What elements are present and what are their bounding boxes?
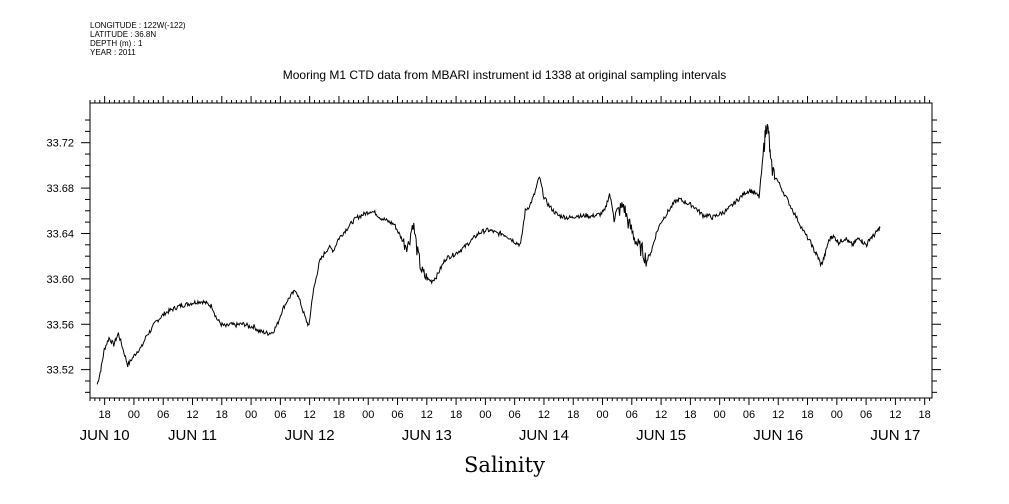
day-label: JUN 16	[753, 427, 803, 444]
x-tick-label: 12	[889, 409, 901, 421]
axis-ticks	[81, 96, 941, 405]
y-tick-label: 33.68	[46, 183, 74, 195]
day-label: JUN 12	[285, 427, 335, 444]
x-tick-label: 18	[801, 409, 813, 421]
x-tick-label: 00	[831, 409, 843, 421]
x-tick-label: 00	[714, 409, 726, 421]
x-tick-label: 06	[743, 409, 755, 421]
y-tick-label: 33.72	[46, 138, 74, 150]
y-tick-labels: 33.52 33.56 33.60 33.64 33.68 33.72	[46, 138, 74, 377]
x-tick-label: 12	[421, 409, 433, 421]
x-tick-label: 18	[450, 409, 462, 421]
day-label: JUN 13	[402, 427, 452, 444]
series-lines	[96, 124, 881, 385]
x-tick-label: 00	[128, 409, 140, 421]
x-tick-label: 18	[919, 409, 931, 421]
series-line-0	[96, 124, 881, 385]
x-tick-label: 18	[684, 409, 696, 421]
x-tick-label: 00	[479, 409, 491, 421]
plot-frame	[89, 102, 933, 399]
day-label: JUN 10	[80, 427, 130, 444]
year-text: YEAR : 2011	[90, 48, 136, 57]
longitude-text: LONGITUDE : 122W(-122)	[90, 21, 186, 30]
day-label: JUN 11	[168, 427, 217, 444]
day-labels: JUN 10 JUN 11 JUN 12 JUN 13 JUN 14 JUN 15 JUN …	[80, 427, 921, 444]
x-tick-label: 12	[772, 409, 784, 421]
x-tick-label: 18	[99, 409, 111, 421]
y-tick-label: 33.52	[46, 365, 74, 377]
x-tick-label: 00	[596, 409, 608, 421]
depth-text: DEPTH (m) : 1	[90, 39, 143, 48]
x-tick-label: 06	[860, 409, 872, 421]
x-tick-label: 06	[391, 409, 403, 421]
chart-title: Mooring M1 CTD data from MBARI instrumen…	[282, 68, 727, 82]
x-tick-label: 12	[186, 409, 198, 421]
x-tick-label: 12	[538, 409, 550, 421]
x-tick-label: 18	[333, 409, 345, 421]
x-tick-label: 06	[626, 409, 638, 421]
x-tick-label: 00	[362, 409, 374, 421]
x-tick-label: 06	[157, 409, 169, 421]
x-tick-label: 06	[274, 409, 286, 421]
day-label: JUN 17	[870, 427, 920, 444]
y-tick-label: 33.60	[46, 274, 74, 286]
y-tick-label: 33.64	[46, 228, 74, 240]
day-label: JUN 14	[519, 427, 569, 444]
x-tick-label: 18	[567, 409, 579, 421]
x-axis-label: Salinity	[464, 453, 545, 477]
x-tick-label: 00	[245, 409, 257, 421]
x-tick-label: 06	[509, 409, 521, 421]
latitude-text: LATITUDE : 36.8N	[90, 30, 157, 39]
x-tick-label: 12	[655, 409, 667, 421]
x-tick-label: 12	[304, 409, 316, 421]
y-tick-label: 33.56	[46, 319, 74, 331]
metadata-block: LONGITUDE : 122W(-122) LATITUDE : 36.8N DE…	[90, 21, 186, 57]
x-tick-label: 18	[216, 409, 228, 421]
x-tick-labels: 18 00 06 12 18 00 06 12 18 00 06 12 18 00 06 12 18 00 06 12…	[99, 409, 931, 421]
day-label: JUN 15	[636, 427, 686, 444]
